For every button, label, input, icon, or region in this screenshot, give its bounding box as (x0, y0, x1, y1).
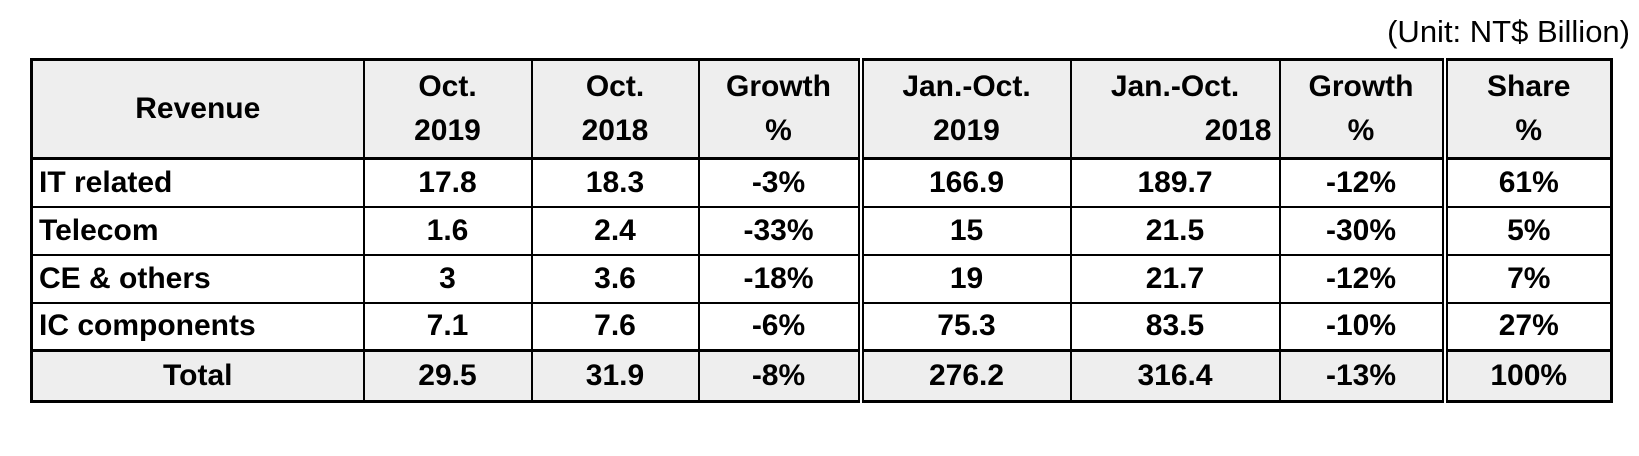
cell-jan-oct-2018: 189.7 (1069, 157, 1281, 208)
header-row: Revenue Oct. 2019 Oct. 2018 Growth % Jan… (30, 58, 1613, 160)
cell-growth-mom: -18% (697, 253, 862, 304)
cell-jan-oct-2019: 19 (857, 253, 1072, 304)
cell-share: 100% (1441, 349, 1613, 403)
col-header-label: Oct. 2018 (581, 69, 649, 147)
cell-growth-mom: -3% (697, 157, 862, 208)
cell-growth-ytd: -13% (1278, 349, 1446, 403)
row-label-total: Total (30, 349, 365, 403)
col-header-label: Jan.-Oct. 2019 (902, 69, 1031, 147)
cell-growth-mom: -33% (697, 205, 862, 256)
cell-share: 27% (1441, 301, 1613, 352)
col-header-revenue: Revenue (30, 58, 365, 160)
total-row: Total 29.5 31.9 -8% 276.2 316.4 -13% 100… (30, 349, 1613, 403)
col-header-growth-mom: Growth % (697, 58, 862, 160)
row-label: Telecom (30, 205, 365, 256)
cell-oct-2018: 18.3 (530, 157, 700, 208)
cell-share: 61% (1441, 157, 1613, 208)
cell-oct-2019: 29.5 (362, 349, 533, 403)
col-header-growth-ytd: Growth % (1278, 58, 1446, 160)
cell-share: 7% (1441, 253, 1613, 304)
cell-oct-2019: 7.1 (362, 301, 533, 352)
col-header-oct-2018: Oct. 2018 (530, 58, 700, 160)
cell-oct-2019: 3 (362, 253, 533, 304)
col-header-share: Share % (1441, 58, 1613, 160)
cell-growth-mom: -6% (697, 301, 862, 352)
cell-growth-ytd: -12% (1278, 253, 1446, 304)
table-row-ic-components: IC components 7.1 7.6 -6% 75.3 83.5 -10%… (30, 301, 1613, 352)
cell-growth-mom: -8% (697, 349, 862, 403)
cell-jan-oct-2018: 83.5 (1069, 301, 1281, 352)
col-header-jan-oct-2018: Jan.-Oct. 2018 (1069, 58, 1281, 160)
cell-jan-oct-2019: 276.2 (857, 349, 1072, 403)
table-row-it-related: IT related 17.8 18.3 -3% 166.9 189.7 -12… (30, 157, 1613, 208)
col-header-label: Oct. 2019 (414, 69, 481, 147)
col-header-label: Growth % (726, 69, 831, 147)
col-header-label-line2: 2018 (1204, 114, 1272, 147)
cell-oct-2019: 1.6 (362, 205, 533, 256)
cell-oct-2018: 2.4 (530, 205, 700, 256)
table-row-telecom: Telecom 1.6 2.4 -33% 15 21.5 -30% 5% (30, 205, 1613, 256)
col-header-label: Revenue (135, 91, 261, 125)
cell-growth-ytd: -12% (1278, 157, 1446, 208)
col-header-label: Share % (1487, 69, 1571, 147)
cell-oct-2018: 3.6 (530, 253, 700, 304)
cell-jan-oct-2019: 15 (857, 205, 1072, 256)
table-row-ce-others: CE & others 3 3.6 -18% 19 21.7 -12% 7% (30, 253, 1613, 304)
cell-jan-oct-2018: 21.5 (1069, 205, 1281, 256)
col-header-jan-oct-2019: Jan.-Oct. 2019 (857, 58, 1072, 160)
cell-growth-ytd: -30% (1278, 205, 1446, 256)
unit-label: (Unit: NT$ Billion) (1387, 14, 1630, 49)
cell-oct-2019: 17.8 (362, 157, 533, 208)
col-header-label-line1: Jan.-Oct. (1110, 69, 1240, 103)
cell-jan-oct-2019: 166.9 (857, 157, 1072, 208)
row-label: IT related (30, 157, 365, 208)
cell-jan-oct-2019: 75.3 (857, 301, 1072, 352)
cell-oct-2018: 31.9 (530, 349, 700, 403)
cell-growth-ytd: -10% (1278, 301, 1446, 352)
cell-jan-oct-2018: 21.7 (1069, 253, 1281, 304)
cell-share: 5% (1441, 205, 1613, 256)
row-label: CE & others (30, 253, 365, 304)
row-label: IC components (30, 301, 365, 352)
cell-oct-2018: 7.6 (530, 301, 700, 352)
col-header-oct-2019: Oct. 2019 (362, 58, 533, 160)
cell-jan-oct-2018: 316.4 (1069, 349, 1281, 403)
col-header-label: Growth % (1308, 69, 1414, 147)
revenue-table: Revenue Oct. 2019 Oct. 2018 Growth % Jan… (30, 58, 1613, 403)
